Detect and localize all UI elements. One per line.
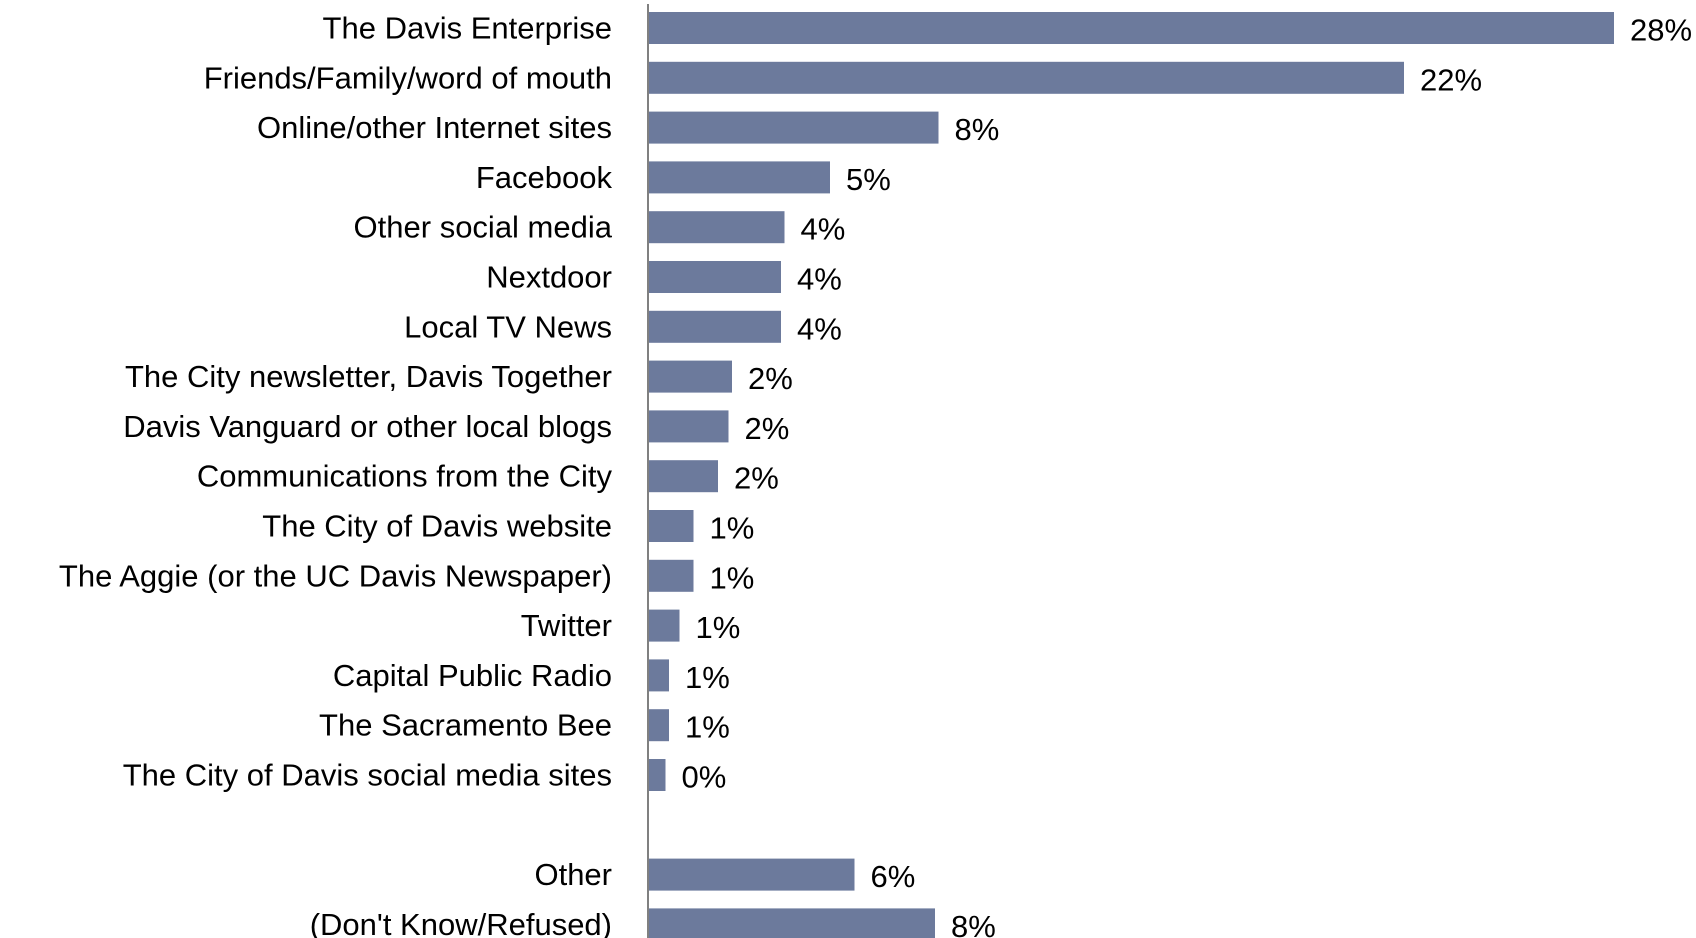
bar <box>648 460 718 493</box>
category-label: The City of Davis website <box>262 509 612 544</box>
category-label: The Davis Enterprise <box>323 11 612 46</box>
data-label: 4% <box>801 212 846 247</box>
data-label: 1% <box>685 710 730 745</box>
bar <box>648 310 781 343</box>
bar <box>648 211 785 244</box>
bar <box>648 858 855 891</box>
category-label: Capital Public Radio <box>333 658 612 693</box>
data-label: 1% <box>710 560 755 595</box>
data-label: 5% <box>846 162 891 197</box>
data-label: 6% <box>871 859 916 894</box>
data-label: 2% <box>748 361 793 396</box>
data-label: 8% <box>951 909 996 938</box>
category-label: Twitter <box>521 608 612 643</box>
bar <box>648 510 694 542</box>
category-label: Davis Vanguard or other local blogs <box>123 409 612 444</box>
data-label: 1% <box>696 610 741 645</box>
category-label: Other <box>534 857 612 892</box>
data-label: 1% <box>710 511 755 546</box>
category-label: Communications from the City <box>197 459 613 494</box>
bar <box>648 759 666 791</box>
bars-group <box>648 12 1614 938</box>
value-labels-group: 28%22%8%5%4%4%4%2%2%2%1%1%1%1%1%0%6%8% <box>682 13 1693 938</box>
category-label: The City of Davis social media sites <box>123 758 612 793</box>
category-label: Online/other Internet sites <box>257 110 612 145</box>
bar <box>648 12 1614 44</box>
data-label: 1% <box>685 660 730 695</box>
data-label: 2% <box>734 461 779 496</box>
category-label: Local TV News <box>404 309 612 344</box>
category-label: The City newsletter, Davis Together <box>125 359 612 394</box>
category-label: (Don't Know/Refused) <box>310 907 612 938</box>
category-labels-group: The Davis Enterprise Friends/Family/word … <box>59 11 613 938</box>
category-label: Friends/Family/word of mouth <box>204 60 612 95</box>
category-label: Nextdoor <box>486 260 612 295</box>
category-label: Facebook <box>476 160 613 195</box>
data-label: 4% <box>797 262 842 297</box>
bar <box>648 261 781 293</box>
data-label: 22% <box>1420 62 1482 97</box>
bar <box>648 111 939 144</box>
category-label: Other social media <box>354 210 613 245</box>
bar <box>648 360 732 393</box>
bar <box>648 61 1404 94</box>
bar <box>648 410 729 443</box>
bar <box>648 559 694 592</box>
bar <box>648 709 669 742</box>
data-label: 28% <box>1630 13 1692 48</box>
bar <box>648 609 680 642</box>
bar <box>648 908 935 938</box>
bar <box>648 161 830 194</box>
category-label: The Aggie (or the UC Davis Newspaper) <box>59 558 612 593</box>
data-label: 0% <box>682 760 727 795</box>
category-label: The Sacramento Bee <box>319 708 612 743</box>
data-label: 2% <box>745 411 790 446</box>
data-label: 4% <box>797 311 842 346</box>
data-label: 8% <box>955 112 1000 147</box>
bar <box>648 659 669 692</box>
